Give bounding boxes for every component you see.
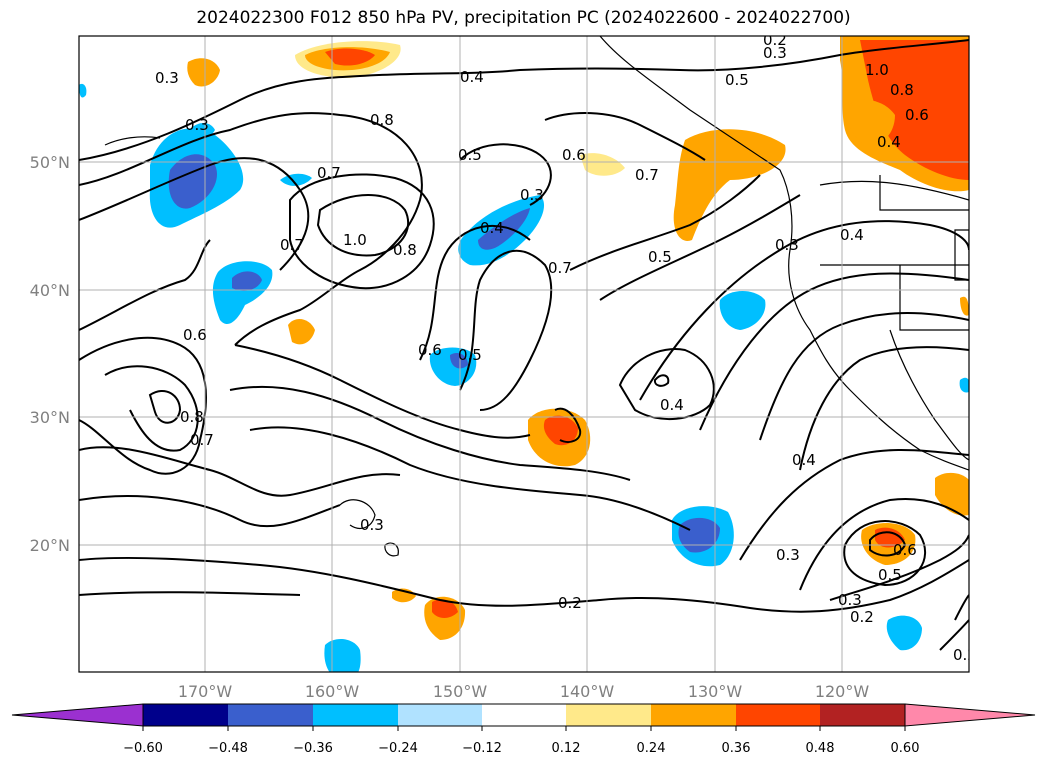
colorbar-tick: 0.24 (637, 741, 666, 756)
colorbar-tick-marks (142, 726, 906, 731)
lon-tick: 160°W (305, 682, 360, 701)
contour-labels: 0.3 0.4 0.5 0.3 0.2 0.8 0.3 0.7 1.0 0.8 … (155, 31, 977, 664)
contour-label: 0.5 (648, 248, 672, 266)
contour-label: 0.4 (660, 396, 684, 414)
coastlines (104, 36, 969, 557)
contour-label: 0.5 (725, 71, 749, 89)
colorbar-swatch (651, 704, 736, 726)
colorbar-swatch (736, 704, 820, 726)
contour-label: 0.3 (155, 69, 179, 87)
graticule (79, 36, 969, 672)
contour-label: 0.6 (562, 146, 586, 164)
lat-axis: 50°N 40°N 30°N 20°N (30, 153, 70, 555)
map-title: 2024022300 F012 850 hPa PV, precipitatio… (196, 8, 851, 28)
contour-label: 0.7 (190, 431, 214, 449)
colorbar: −0.60 −0.48 −0.36 −0.24 −0.12 0.12 0.24 … (11, 703, 1036, 756)
colorbar-tick: 0.48 (806, 741, 835, 756)
contour-label: 0.8 (890, 81, 914, 99)
colorbar-frame (142, 703, 906, 727)
lon-tick: 140°W (560, 682, 615, 701)
contour-label: 0.4 (877, 133, 901, 151)
contour-label: 0.8 (393, 241, 417, 259)
colorbar-tick: 0.60 (891, 741, 920, 756)
contour-label: 0.4 (460, 68, 484, 86)
colorbar-tick: 0.12 (552, 741, 581, 756)
contour-label: 0.7 (317, 164, 341, 182)
contour-label: 0.6 (893, 541, 917, 559)
lat-tick: 30°N (30, 408, 70, 427)
colorbar-tick: −0.60 (123, 741, 163, 756)
precip-shading (79, 36, 969, 672)
colorbar-swatch (143, 704, 228, 726)
contour-label: 0.6 (905, 106, 929, 124)
contour-label: 0.2 (953, 646, 977, 664)
lat-tick: 20°N (30, 536, 70, 555)
colorbar-swatch (482, 704, 566, 726)
contour-label: 0.7 (635, 166, 659, 184)
contour-label: 0.8 (370, 111, 394, 129)
contour-label: 0.3 (776, 546, 800, 564)
colorbar-tick: 0.36 (722, 741, 751, 756)
colorbar-tick: −0.48 (208, 741, 248, 756)
contour-label: 0.2 (763, 31, 787, 49)
map-area (79, 36, 969, 672)
contour-label: 0.3 (775, 236, 799, 254)
colorbar-extend-high (904, 703, 1036, 727)
colorbar-tick: −0.12 (462, 741, 502, 756)
map-border (78, 35, 970, 673)
lat-tick: 40°N (30, 281, 70, 300)
contour-label: 0.5 (878, 566, 902, 584)
contour-label: 1.0 (343, 231, 367, 249)
contour-label: 0.4 (840, 226, 864, 244)
contour-label: 1.0 (865, 61, 889, 79)
contour-label: 0.4 (480, 219, 504, 237)
lon-tick: 130°W (688, 682, 743, 701)
colorbar-ticks: −0.60 −0.48 −0.36 −0.24 −0.12 0.12 0.24 … (123, 741, 919, 756)
colorbar-swatch (313, 704, 398, 726)
contour-label: 0.3 (360, 516, 384, 534)
colorbar-swatch (228, 704, 313, 726)
contour-label: 0.3 (763, 44, 787, 62)
contour-label: 0.2 (850, 608, 874, 626)
contour-label: 0.4 (792, 451, 816, 469)
contour-label: 0.3 (520, 186, 544, 204)
colorbar-swatch (820, 704, 905, 726)
lon-tick: 150°W (433, 682, 488, 701)
colorbar-extend-low (11, 703, 144, 727)
lon-tick: 170°W (178, 682, 233, 701)
colorbar-swatch (398, 704, 482, 726)
contour-label: 0.8 (180, 408, 204, 426)
contour-label: 0.7 (548, 259, 572, 277)
contour-label: 0.5 (458, 146, 482, 164)
contour-label: 0.3 (838, 591, 862, 609)
lat-tick: 50°N (30, 153, 70, 172)
contour-label: 0.5 (458, 346, 482, 364)
contour-label: 0.2 (558, 594, 582, 612)
contour-label: 0.6 (183, 326, 207, 344)
contour-label: 0.7 (280, 236, 304, 254)
colorbar-swatch (566, 704, 651, 726)
lon-axis: 170°W 160°W 150°W 140°W 130°W 120°W (178, 682, 870, 701)
colorbar-tick: −0.24 (378, 741, 418, 756)
lon-tick: 120°W (815, 682, 870, 701)
contour-label: 0.6 (418, 341, 442, 359)
colorbar-tick: −0.36 (293, 741, 333, 756)
pv-contours (79, 39, 969, 651)
contour-label: 0.3 (185, 116, 209, 134)
